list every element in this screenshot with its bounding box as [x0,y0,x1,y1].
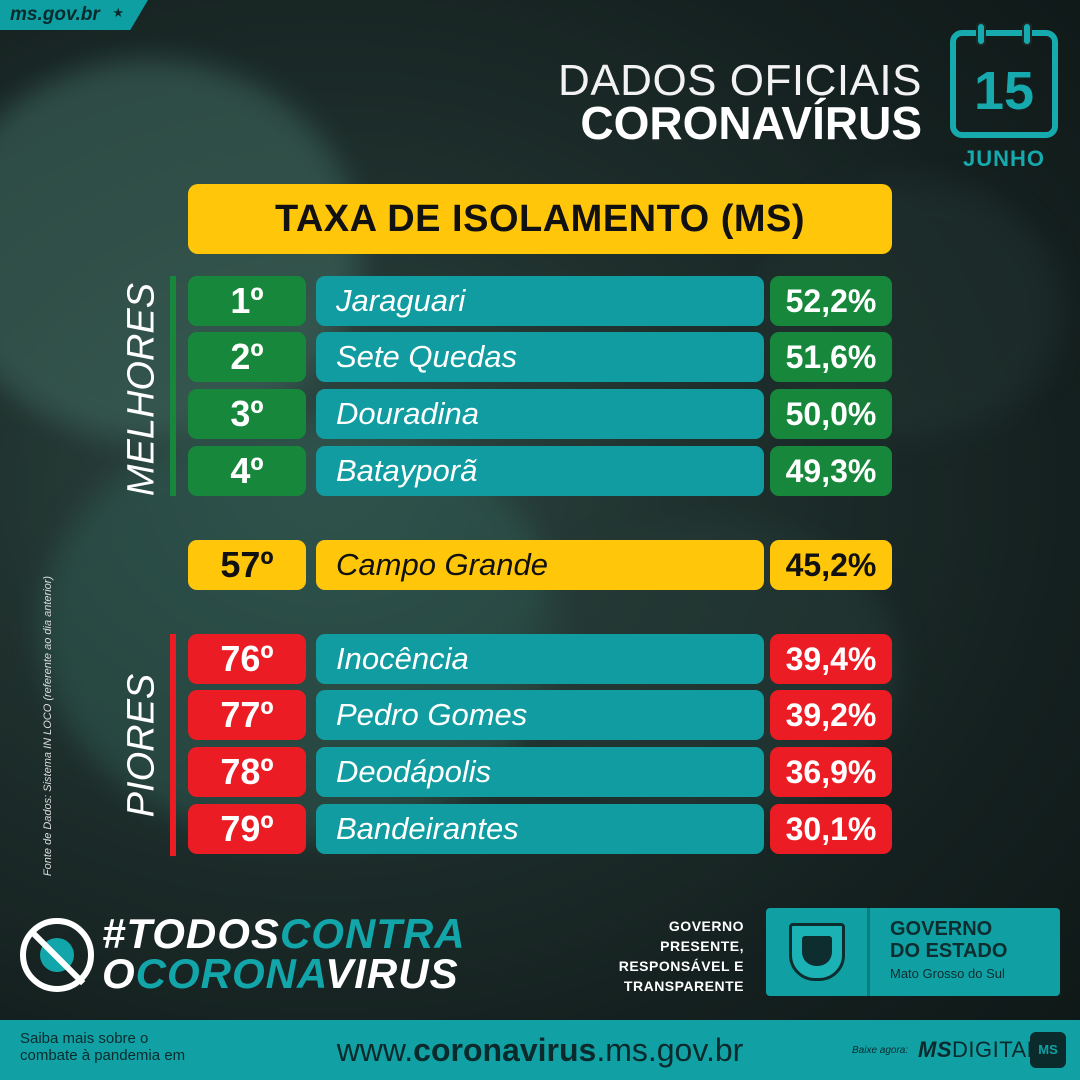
star-icon: ★ [112,5,124,20]
campaign-word-o: O [102,950,136,997]
best-pct-4: 49,3% [770,446,892,496]
crest-inner [801,936,832,966]
gov-slogan-line-4: TRANSPARENTE [623,978,744,994]
gov-slogan: GOVERNO PRESENTE, RESPONSÁVEL E TRANSPAR… [560,916,744,996]
best-rank-1: 1º [188,276,306,326]
campaign-line-2: OCORONAVIRUS [102,950,459,998]
best-city-4: Batayporã [316,446,764,496]
worst-rank-4: 79º [188,804,306,854]
crest-container [766,908,870,996]
footer-info-line-1: Saiba mais sobre o [20,1030,149,1047]
best-rank-3: 3º [188,389,306,439]
best-pct-2: 51,6% [770,332,892,382]
campaign-word-contra: CONTRA [279,910,466,957]
url-prefix: www. [336,1032,414,1068]
state-crest-icon [788,923,845,981]
best-city-3: Douradina [316,389,764,439]
worst-rank-1: 76º [188,634,306,684]
site-tag-text: ms.gov.br [10,4,100,25]
ms-digital-bold: MS [918,1037,952,1062]
worst-city-2: Pedro Gomes [316,690,764,740]
best-city-2: Sete Quedas [316,332,764,382]
gov-logo-line-2: DO ESTADO [890,940,1008,962]
worst-pct-4: 30,1% [770,804,892,854]
calendar-ring-left [976,22,986,46]
gov-logo-line-1: GOVERNO [890,918,993,940]
worst-city-1: Inocência [316,634,764,684]
worst-city-4: Bandeirantes [316,804,764,854]
header-line-1: DADOS OFICIAIS [558,56,922,105]
worst-pct-2: 39,2% [770,690,892,740]
best-divider [170,276,176,496]
best-rank-2: 2º [188,332,306,382]
best-pct-1: 52,2% [770,276,892,326]
table-title: TAXA DE ISOLAMENTO (MS) [188,184,892,254]
worst-rank-2: 77º [188,690,306,740]
footer-url-link[interactable]: www.coronavirus.ms.gov.br [0,1032,1080,1069]
campaign-word-todos: #TODOS [102,910,280,957]
campaign-word-corona: CORONA [135,950,326,997]
crossed-virus-icon [20,918,94,992]
data-source-note: Fonte de Dados: Sistema IN LOCO (referen… [42,575,54,877]
campaign-word-virus: VIRUS [325,950,459,997]
footer: Saiba mais sobre o combate à pandemia em… [0,1020,1080,1080]
calendar-ring-right [1022,22,1032,46]
gov-logo-subtitle: Mato Grosso do Sul [890,966,1005,981]
best-city-1: Jaraguari [316,276,764,326]
ms-digital-rest: DIGITAL [952,1037,1040,1062]
gov-logo-title: GOVERNO DO ESTADO [890,918,1007,962]
gov-slogan-line-2: PRESENTE, [660,938,744,954]
worst-pct-1: 39,4% [770,634,892,684]
footer-info: Saiba mais sobre o combate à pandemia em [20,1030,185,1064]
url-bold: coronavirus [413,1032,597,1068]
calendar-day: 15 [973,61,1035,121]
header-line-2: CORONAVÍRUS [580,97,922,149]
worst-label: PIORES [120,673,163,818]
worst-pct-3: 36,9% [770,747,892,797]
url-suffix: .ms.gov.br [596,1032,744,1068]
campaign-line-1: #TODOSCONTRA [102,910,466,958]
capital-city: Campo Grande [316,540,764,590]
site-tag[interactable]: ms.gov.br ★ [0,0,148,30]
worst-city-3: Deodápolis [316,747,764,797]
best-pct-3: 50,0% [770,389,892,439]
calendar-month: JUNHO [962,146,1045,171]
gov-slogan-line-1: GOVERNO [668,918,744,934]
best-label: MELHORES [120,282,163,497]
best-rank-4: 4º [188,446,306,496]
capital-pct: 45,2% [770,540,892,590]
capital-rank: 57º [188,540,306,590]
download-label: Baixe agora: [852,1045,909,1056]
footer-info-line-2: combate à pandemia em [20,1047,186,1064]
worst-rank-3: 78º [188,747,306,797]
calendar-icon: 15 [950,22,1058,138]
gov-slogan-line-3: RESPONSÁVEL E [618,958,744,974]
gov-logo[interactable]: GOVERNO DO ESTADO Mato Grosso do Sul [766,908,1060,996]
ms-digital-app-icon[interactable]: MS [1030,1032,1066,1068]
ms-digital-link[interactable]: MSDIGITAL [918,1037,1039,1063]
worst-divider [170,634,176,856]
